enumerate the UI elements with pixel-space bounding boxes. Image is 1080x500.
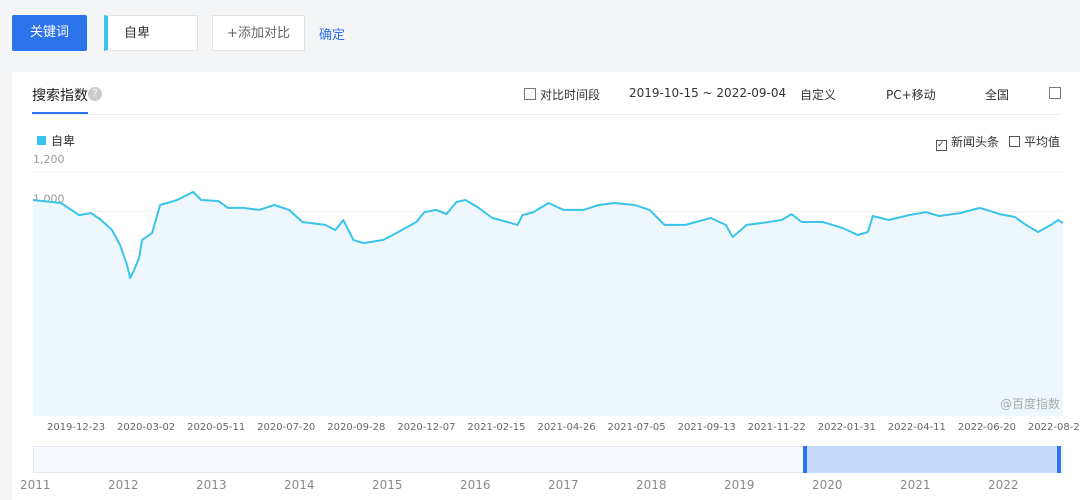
legend: 自卑 bbox=[37, 132, 75, 149]
keyword-button[interactable]: 关键词 bbox=[12, 15, 87, 51]
device-select[interactable]: PC+移动 bbox=[886, 88, 936, 102]
area bbox=[33, 191, 1063, 416]
compare-label: 对比时间段 bbox=[540, 88, 601, 102]
year-label: 2014 bbox=[284, 478, 315, 492]
export-icon[interactable] bbox=[1049, 87, 1061, 99]
x-tick-label: 2020-12-07 bbox=[397, 422, 455, 433]
navigator-selection[interactable] bbox=[805, 446, 1059, 473]
x-tick-label: 2022-01-31 bbox=[818, 422, 876, 433]
average-checkbox[interactable]: 平均值 bbox=[1009, 133, 1060, 150]
compare-checkbox[interactable]: 对比时间段 bbox=[524, 86, 600, 103]
legend-swatch bbox=[37, 136, 46, 145]
year-label: 2021 bbox=[900, 478, 931, 492]
confirm[interactable]: 确定 bbox=[319, 28, 346, 43]
x-tick-label: 2022-06-20 bbox=[958, 422, 1016, 433]
year-label: 2015 bbox=[372, 478, 403, 492]
x-tick-label: 2021-07-05 bbox=[608, 422, 666, 433]
x-tick-label: 2020-07-20 bbox=[257, 422, 315, 433]
region-select[interactable]: 全国 bbox=[985, 88, 1010, 102]
average-label: 平均值 bbox=[1024, 135, 1061, 149]
divider bbox=[32, 114, 1062, 115]
help-icon[interactable]: ? bbox=[88, 87, 102, 101]
x-tick-label: 2019-12-23 bbox=[47, 422, 105, 433]
year-label: 2011 bbox=[20, 478, 51, 492]
x-tick-label: 2020-03-02 bbox=[117, 422, 175, 433]
year-label: 2018 bbox=[636, 478, 667, 492]
year-label: 2019 bbox=[724, 478, 755, 492]
x-tick-label: 2020-05-11 bbox=[187, 422, 245, 433]
x-tick-label: 2021-09-13 bbox=[678, 422, 736, 433]
add-compare[interactable]: +添加对比 bbox=[212, 15, 305, 51]
year-label: 2013 bbox=[196, 478, 227, 492]
news-checkbox[interactable]: ✓ 新闻头条 bbox=[936, 135, 1000, 151]
custom-select[interactable]: 自定义 bbox=[800, 88, 837, 102]
y-tick-label: 1,200 bbox=[33, 153, 65, 166]
x-tick-label: 2021-02-15 bbox=[467, 422, 525, 433]
x-tick-label: 2020-09-28 bbox=[327, 422, 385, 433]
handle[interactable] bbox=[1057, 446, 1061, 473]
year-label: 2020 bbox=[812, 478, 843, 492]
x-tick-label: 2022-04-11 bbox=[888, 422, 946, 433]
legend-label: 自卑 bbox=[51, 134, 76, 148]
year-label: 2017 bbox=[548, 478, 579, 492]
year-label: 2016 bbox=[460, 478, 491, 492]
news-label: 新闻头条 bbox=[951, 135, 1000, 149]
year-label: 2022 bbox=[988, 478, 1019, 492]
date-range[interactable]: 2019-10-15 ~ 2022-09-04 bbox=[629, 86, 787, 100]
keyword-input[interactable]: 自卑 bbox=[104, 15, 198, 51]
line bbox=[32, 190, 1064, 280]
x-tick-label: 2022-08-29 bbox=[1028, 422, 1080, 433]
tab[interactable]: 搜索指数 bbox=[32, 85, 88, 114]
year-label: 2012 bbox=[108, 478, 139, 492]
x-tick-label: 2021-04-26 bbox=[537, 422, 595, 433]
handle[interactable] bbox=[803, 446, 807, 473]
watermark: @百度指数 bbox=[1000, 397, 1061, 411]
x-tick-label: 2021-11-22 bbox=[748, 422, 806, 433]
